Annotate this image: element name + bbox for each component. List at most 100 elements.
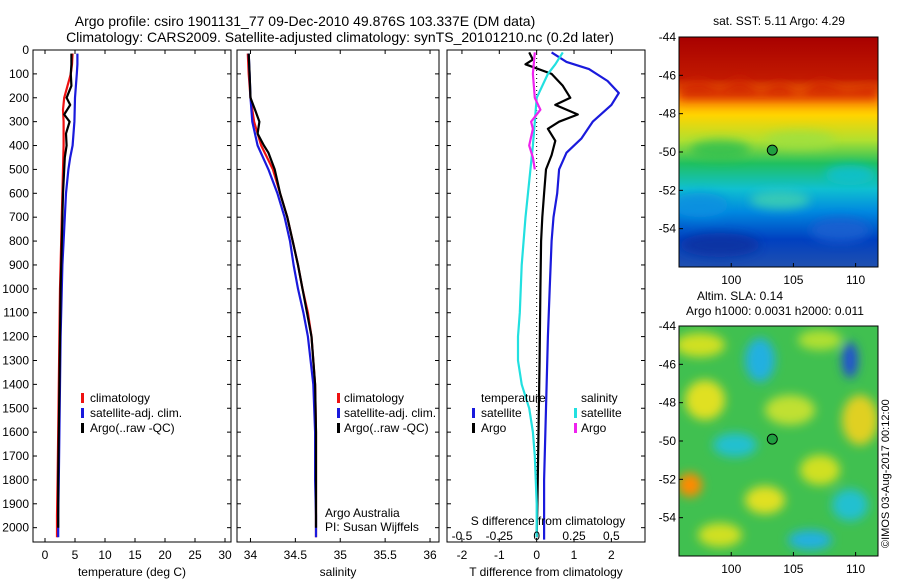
series-line-argo — [524, 51, 579, 538]
depth-tick-label: 2000 — [2, 521, 29, 535]
temperature-axes-box — [32, 49, 232, 543]
difference-panel: -2 -1 0 1 2 temperature satellite Argo salin… — [446, 49, 646, 579]
s-diff-tick-label: 0.5 — [603, 529, 620, 543]
difference-axes-box — [446, 49, 646, 543]
difference-series — [516, 51, 620, 540]
depth-tick-label: 1100 — [3, 306, 29, 320]
series-line-sat_salinity — [516, 51, 564, 538]
map-x-tick-label: 100 — [721, 273, 741, 287]
x-tick-label: 25 — [188, 548, 202, 562]
difference-x-axis: -2 -1 0 1 2 — [457, 50, 615, 562]
legend-swatch-argo — [337, 423, 340, 433]
map-x-tick-label: 105 — [783, 562, 803, 576]
depth-tick-label: 1300 — [2, 353, 29, 367]
depth-tick-label: 1800 — [2, 473, 29, 487]
t-difference-xlabel: T difference from climatology — [469, 565, 623, 579]
salinity-x-axis: 34 34.5 35 35.5 36 — [244, 50, 437, 562]
legend-label-satellite: satellite-adj. clim. — [90, 406, 182, 420]
depth-tick-label: 200 — [9, 91, 29, 105]
difference-legend: temperature satellite Argo salinity sate… — [472, 391, 622, 435]
x-tick-label: 5 — [72, 548, 79, 562]
map-y-tick-label: -50 — [659, 145, 677, 159]
title-line-2: Climatology: CARS2009. Satellite-adjuste… — [66, 29, 614, 45]
argo-location-marker — [766, 144, 778, 156]
salinity-legend: climatology satellite-adj. clim. Argo(..… — [337, 391, 436, 435]
legend-swatch-climatology — [337, 393, 340, 403]
depth-tick-label: 1200 — [2, 330, 29, 344]
x-tick-label: -2 — [457, 548, 468, 562]
annotation-pi: PI: Susan Wijffels — [325, 520, 419, 534]
temperature-legend: climatology satellite-adj. clim. Argo(..… — [81, 391, 182, 435]
s-diff-tick-label: 0.25 — [562, 529, 586, 543]
sla-title-line-2: Argo h1000: 0.0031 h2000: 0.011 — [686, 304, 864, 318]
sst-map-title: sat. SST: 5.11 Argo: 4.29 — [713, 14, 845, 28]
legend-label-climatology: climatology — [344, 391, 404, 405]
legend-swatch-temp-satellite — [472, 408, 475, 418]
temperature-xlabel: temperature (deg C) — [78, 565, 186, 579]
s-diff-tick-label: 0 — [533, 529, 540, 543]
map-y-tick-label: -46 — [659, 357, 677, 371]
title-line-1: Argo profile: csiro 1901131_77 09-Dec-20… — [75, 13, 535, 29]
legend-label-argo: Argo(..raw -QC) — [90, 421, 175, 435]
map-y-tick-label: -44 — [659, 30, 677, 44]
depth-tick-label: 800 — [9, 234, 29, 248]
annotation-argo-australia: Argo Australia — [325, 506, 400, 520]
depth-tick-label: 300 — [9, 115, 29, 129]
x-tick-label: 1 — [571, 548, 578, 562]
depth-tick-label: 1400 — [2, 377, 29, 391]
temperature-series — [55, 53, 79, 538]
map-y-tick-label: -54 — [659, 511, 677, 525]
x-tick-label: 15 — [128, 548, 142, 562]
legend-label-climatology: climatology — [90, 391, 150, 405]
sla-map-axes: 100 105 110 -44 -46 -48 -50 -52 -54 — [659, 319, 866, 576]
depth-tick-label: 0 — [22, 43, 29, 57]
map-y-tick-label: -52 — [659, 472, 677, 486]
sla-field — [679, 326, 878, 556]
legend-label-argo: Argo(..raw -QC) — [344, 421, 429, 435]
legend-label-temp-argo: Argo — [481, 421, 507, 435]
series-line-satellite — [542, 51, 620, 540]
legend-title-salinity: salinity — [581, 391, 618, 405]
watermark: ©IMOS 03-Aug-2017 00:12:00 — [880, 399, 892, 548]
legend-label-sal-satellite: satellite — [581, 406, 622, 420]
map-y-tick-label: -50 — [659, 434, 677, 448]
depth-tick-label: 900 — [9, 258, 29, 272]
map-y-tick-label: -48 — [659, 107, 677, 121]
argo-location-marker — [766, 433, 778, 445]
depth-tick-label: 100 — [9, 67, 29, 81]
series-line-argo — [247, 53, 318, 528]
x-tick-label: 0 — [42, 548, 49, 562]
map-x-tick-label: 110 — [846, 273, 865, 287]
x-tick-label: 30 — [218, 548, 232, 562]
depth-tick-label: 700 — [9, 210, 29, 224]
s-diff-tick-label: -0.5 — [452, 529, 473, 543]
map-x-tick-label: 105 — [783, 273, 803, 287]
legend-swatch-sal-argo — [574, 423, 577, 433]
sla-title-line-1: Altim. SLA: 0.14 — [697, 289, 783, 303]
legend-swatch-temp-argo — [472, 423, 475, 433]
x-tick-label: 35.5 — [373, 548, 397, 562]
x-tick-label: 10 — [98, 548, 112, 562]
depth-tick-label: 600 — [9, 186, 29, 200]
depth-tick-label: 1600 — [2, 425, 29, 439]
legend-label-sal-argo: Argo — [581, 421, 607, 435]
legend-label-satellite: satellite-adj. clim. — [344, 406, 436, 420]
x-tick-label: -1 — [494, 548, 505, 562]
x-tick-label: 20 — [158, 548, 172, 562]
sst-field — [679, 37, 878, 267]
map-x-tick-label: 100 — [721, 562, 741, 576]
depth-tick-label: 1000 — [2, 282, 29, 296]
depth-axis: 0 100 200 300 400 500 600 700 800 900 1000 1100 1200… — [2, 43, 645, 535]
legend-swatch-argo — [81, 423, 84, 433]
temperature-x-axis: 0 5 10 15 20 25 30 — [42, 50, 232, 562]
map-y-tick-label: -54 — [659, 222, 677, 236]
series-line-argo — [57, 53, 73, 528]
map-y-tick-label: -48 — [659, 396, 677, 410]
legend-label-temp-satellite: satellite — [481, 406, 522, 420]
legend-swatch-satellite — [81, 408, 84, 418]
depth-tick-label: 1700 — [2, 449, 29, 463]
x-tick-label: 35 — [334, 548, 348, 562]
sst-map-axes: 100 105 110 -44 -46 -48 -50 -52 -54 — [659, 30, 866, 287]
s-difference-ticks: -0.5 -0.25 0 0.25 0.5 — [452, 529, 620, 543]
